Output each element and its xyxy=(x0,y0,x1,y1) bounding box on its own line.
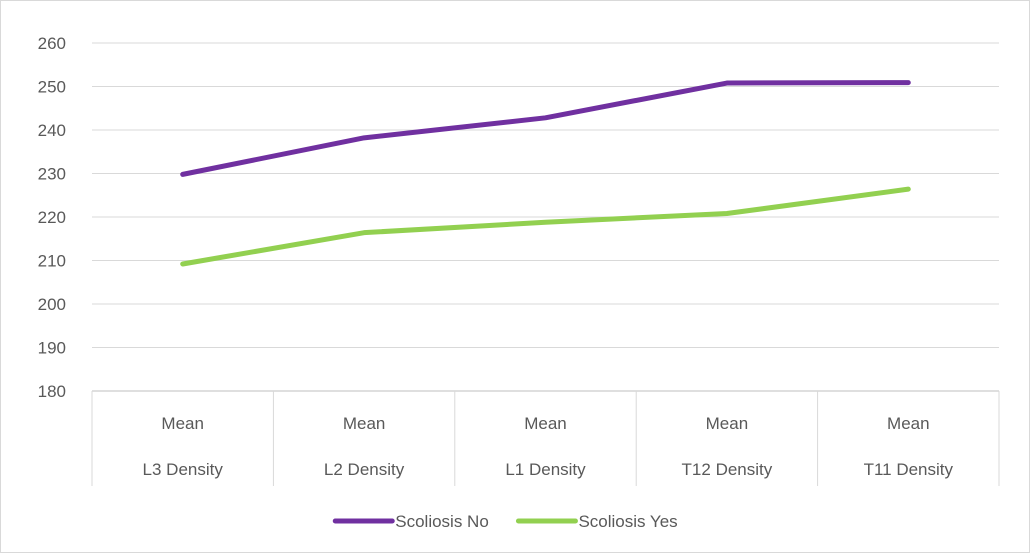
y-axis-tick-labels: 180 190 200 210 220 230 240 250 260 xyxy=(38,34,66,401)
y-tick-label: 220 xyxy=(38,208,66,227)
y-tick-label: 200 xyxy=(38,295,66,314)
x-category-label: T11 Density xyxy=(864,460,954,479)
x-category-label: Mean xyxy=(343,414,386,433)
legend: Scoliosis No Scoliosis Yes xyxy=(332,512,678,531)
x-category-label: Mean xyxy=(706,414,749,433)
y-tick-label: 190 xyxy=(38,339,66,358)
x-category-label: Mean xyxy=(161,414,204,433)
y-tick-label: 260 xyxy=(38,34,66,53)
series-line-scoliosis-no xyxy=(180,80,911,177)
y-tick-label: 210 xyxy=(38,252,66,271)
series-line-scoliosis-yes xyxy=(180,186,911,267)
y-tick-label: 240 xyxy=(38,121,66,140)
x-axis: Mean L3 Density Mean L2 Density Mean L1 Densi… xyxy=(91,391,1000,486)
y-tick-label: 230 xyxy=(38,165,66,184)
y-tick-label: 250 xyxy=(38,78,66,97)
legend-label-scoliosis-no: Scoliosis No xyxy=(395,512,489,531)
legend-label-scoliosis-yes: Scoliosis Yes xyxy=(578,512,677,531)
series-lines xyxy=(180,80,911,267)
x-category-label: L3 Density xyxy=(143,460,224,479)
x-category-label: T12 Density xyxy=(682,460,773,479)
gridlines xyxy=(92,42,999,392)
x-category-label: Mean xyxy=(524,414,567,433)
x-category-label: L1 Density xyxy=(505,460,586,479)
x-category-label: L2 Density xyxy=(324,460,405,479)
x-category-label: Mean xyxy=(887,414,930,433)
y-tick-label: 180 xyxy=(38,382,66,401)
